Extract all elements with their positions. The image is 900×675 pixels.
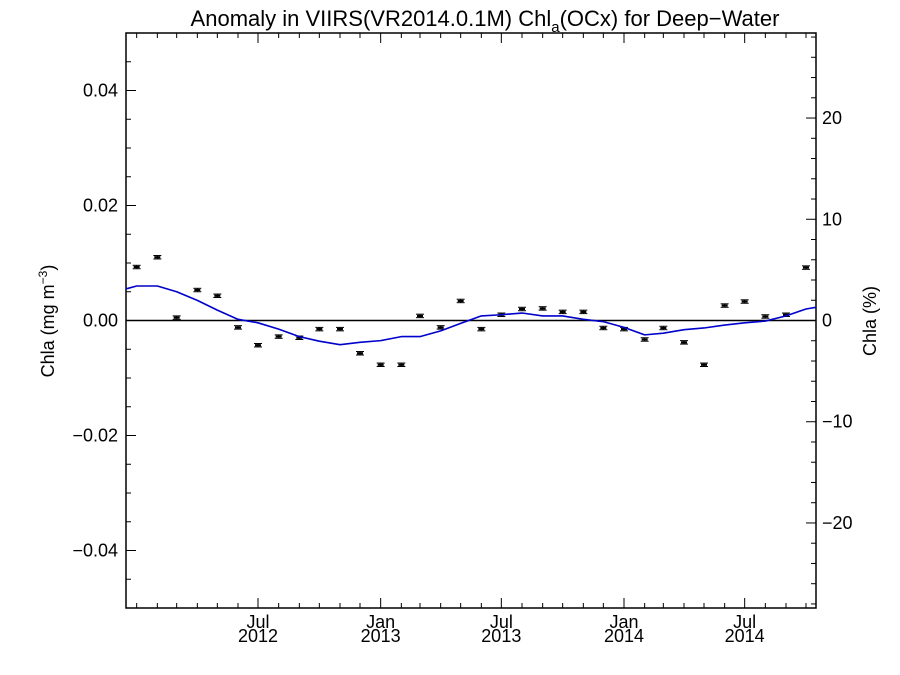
x-tick-month-label: Jan [609, 612, 638, 632]
x-tick-year-label: 2014 [604, 626, 644, 646]
y-left-tick-label: −0.02 [72, 426, 118, 446]
data-point [579, 309, 588, 315]
data-point [172, 315, 181, 320]
chart-title: Anomaly in VIIRS(VR2014.0.1M) Chla(OCx) … [191, 6, 780, 36]
x-tick-month-label: Jan [366, 612, 395, 632]
data-point [680, 340, 688, 345]
y-right-tick-label: −20 [822, 513, 853, 533]
data-point [336, 326, 344, 332]
data-point [193, 287, 202, 293]
y-axis-right-label: Chla (%) [860, 286, 880, 356]
data-point [761, 314, 770, 319]
data-point [416, 313, 424, 319]
data-point [700, 362, 708, 367]
data-point [376, 362, 385, 367]
axes: 0.040.020.00−0.02−0.0420100−10−20Jul2012… [72, 32, 853, 646]
chart-title-main: Anomaly in VIIRS(VR2014.0.1M) Chl [191, 6, 552, 31]
y-left-tick-label: 0.00 [83, 311, 118, 331]
data-point [720, 303, 729, 308]
data-point [640, 337, 649, 342]
data-point [213, 293, 222, 298]
data-point [254, 343, 262, 348]
data-point [518, 306, 526, 312]
y-right-tick-label: 10 [822, 209, 842, 229]
data-point [477, 326, 486, 332]
data-point [558, 309, 567, 315]
x-tick-year-label: 2013 [481, 626, 521, 646]
y-axis-left-label-main: Chla (mg m [38, 284, 58, 377]
data-point [356, 351, 364, 356]
data-point [234, 325, 242, 330]
data-point [315, 326, 324, 332]
y-right-tick-label: 20 [822, 108, 842, 128]
data-point [436, 325, 445, 330]
chart-title-subscript: a [551, 19, 560, 36]
data-point [456, 298, 465, 304]
y-left-tick-label: −0.04 [72, 541, 118, 561]
data-point [274, 334, 283, 339]
data-point [397, 362, 406, 367]
x-tick-year-label: 2014 [725, 626, 765, 646]
data-point [659, 325, 668, 331]
chart-title-tail: (OCx) for Deep−Water [560, 6, 780, 31]
y-axis-left-label-superscript: −3 [36, 270, 50, 284]
y-right-tick-label: 0 [822, 311, 832, 331]
y-left-tick-label: 0.04 [83, 81, 118, 101]
x-tick-year-label: 2013 [361, 626, 401, 646]
x-tick-month-label: Jul [733, 612, 756, 632]
data-point [802, 265, 810, 270]
data-point [153, 255, 162, 260]
data-point [740, 299, 749, 304]
y-left-tick-label: 0.02 [83, 196, 118, 216]
y-axis-left-label-tail: ) [38, 265, 58, 271]
x-tick-month-label: Jul [490, 612, 513, 632]
fit-line [125, 285, 817, 346]
data-point [538, 306, 547, 311]
x-tick-month-label: Jul [246, 612, 269, 632]
y-right-tick-label: −10 [822, 412, 853, 432]
data-point [599, 325, 608, 331]
x-tick-year-label: 2012 [238, 626, 278, 646]
y-axis-left-label: Chla (mg m−3) [36, 265, 58, 378]
series-layer [125, 255, 817, 367]
data-point [132, 264, 141, 270]
